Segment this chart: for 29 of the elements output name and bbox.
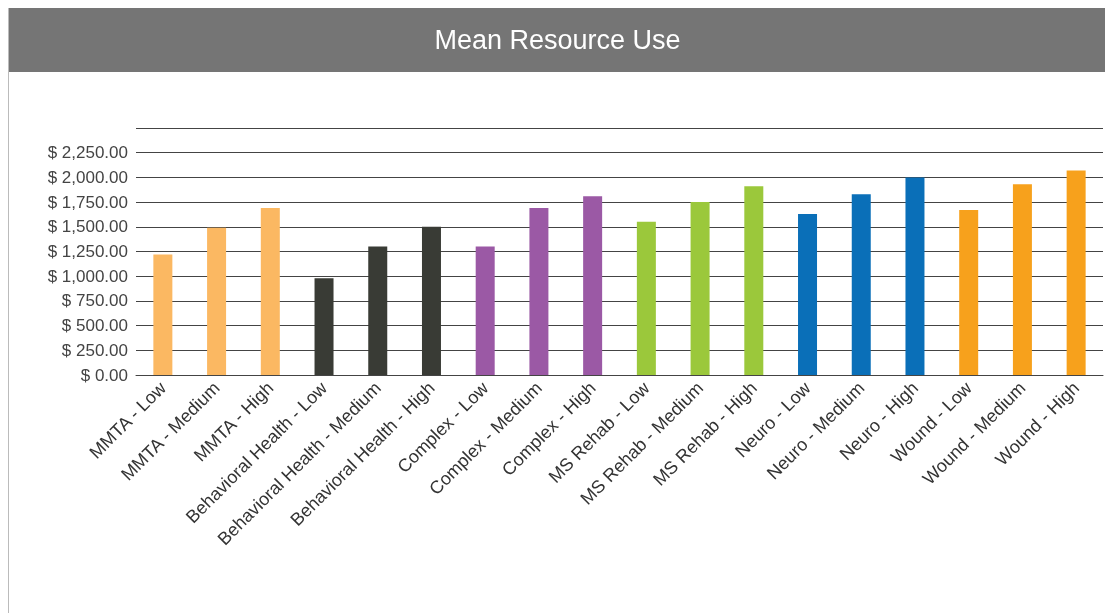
bar — [744, 186, 764, 375]
bar — [153, 254, 173, 375]
bar — [690, 202, 710, 375]
y-tick-label: $ 2,000.00 — [47, 167, 128, 187]
bar — [529, 208, 549, 375]
bar — [851, 194, 871, 375]
bar — [207, 227, 227, 375]
bar — [421, 226, 441, 375]
y-tick-label: $ 500.00 — [61, 316, 128, 336]
bar — [1066, 170, 1086, 375]
bar — [959, 210, 979, 375]
bar — [314, 278, 334, 375]
bar — [1012, 184, 1032, 375]
bar — [636, 221, 656, 375]
y-tick-label: $ 1,500.00 — [47, 217, 128, 237]
bar — [475, 246, 495, 375]
chart-title: Mean Resource Use — [9, 8, 1105, 72]
bar — [368, 246, 388, 375]
bar — [583, 196, 603, 375]
bar — [260, 208, 280, 375]
y-tick-label: $ 1,750.00 — [47, 192, 128, 212]
y-tick-label: $ 2,250.00 — [47, 143, 128, 163]
y-tick-label: $ 750.00 — [61, 291, 128, 311]
y-tick-label: $ 1,250.00 — [47, 242, 128, 261]
y-tick-label: $ 1,000.00 — [47, 266, 128, 286]
bar — [798, 213, 818, 375]
y-tick-label: $ 250.00 — [61, 340, 128, 360]
bar — [905, 177, 925, 375]
y-tick-label: $ 0.00 — [80, 365, 128, 385]
